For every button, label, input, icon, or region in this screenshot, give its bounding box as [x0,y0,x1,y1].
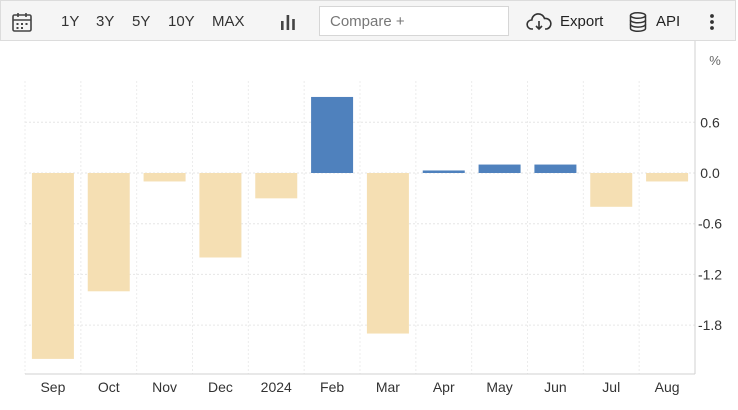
x-tick-label: Aug [655,379,680,395]
range-10y-button[interactable]: 10Y [168,13,195,30]
x-tick-label: Apr [433,379,455,395]
y-tick-label: 0.6 [700,114,720,130]
bar-sep[interactable] [31,173,74,359]
y-axis-unit: % [709,53,721,68]
x-tick-label: Dec [208,379,233,395]
range-1y-button[interactable]: 1Y [61,13,80,30]
bar-2024[interactable] [255,173,298,199]
bar-apr[interactable] [422,170,465,173]
export-label: Export [560,13,604,30]
bar-oct[interactable] [87,173,130,292]
x-tick-label: Feb [320,379,344,395]
x-axis-labels: Sep Oct Nov Dec 2024 Feb Mar Apr May Jun Jul Aug [40,379,679,395]
range-3y-button[interactable]: 3Y [96,13,115,30]
range-max-button[interactable]: MAX [212,13,245,30]
bar-chart: Sep Oct Nov Dec 2024 Feb Mar Apr May Jun Jul Aug 0.… [24,41,722,395]
x-tick-label: Jun [544,379,567,395]
bar-mar[interactable] [366,173,409,334]
y-tick-label: -1.2 [698,266,722,282]
grid-lines [24,41,696,375]
chart-toolbar: 1Y 3Y 5Y 10Y MAX Export [0,0,736,41]
x-tick-label: Jul [602,379,620,395]
range-5y-button[interactable]: 5Y [132,13,151,30]
bars [31,96,689,359]
api-button[interactable]: API [628,1,680,42]
more-vertical-icon[interactable] [707,1,717,42]
x-tick-label: Mar [376,379,400,395]
compare-input[interactable] [319,6,509,36]
bar-jun[interactable] [534,164,577,173]
database-icon [628,11,648,33]
x-tick-label: Oct [98,379,120,395]
bar-dec[interactable] [199,173,242,258]
api-label: API [656,13,681,30]
bar-nov[interactable] [143,173,186,182]
cloud-download-icon [526,12,552,32]
export-button[interactable]: Export [526,1,603,42]
y-tick-label: 0.0 [700,165,720,181]
x-tick-label: May [486,379,512,395]
bar-jul[interactable] [590,173,633,207]
x-tick-label: 2024 [261,379,292,395]
y-tick-label: -1.8 [698,317,722,333]
bar-may[interactable] [478,164,521,173]
x-tick-label: Sep [40,379,65,395]
bar-chart-icon[interactable] [278,1,298,42]
x-tick-label: Nov [152,379,177,395]
y-tick-label: -0.6 [698,216,722,232]
bar-aug[interactable] [646,173,689,182]
calendar-icon[interactable] [11,1,33,42]
y-axis-labels: 0.6 0.0 -0.6 -1.2 -1.8 [698,114,722,333]
bar-feb[interactable] [311,96,354,173]
